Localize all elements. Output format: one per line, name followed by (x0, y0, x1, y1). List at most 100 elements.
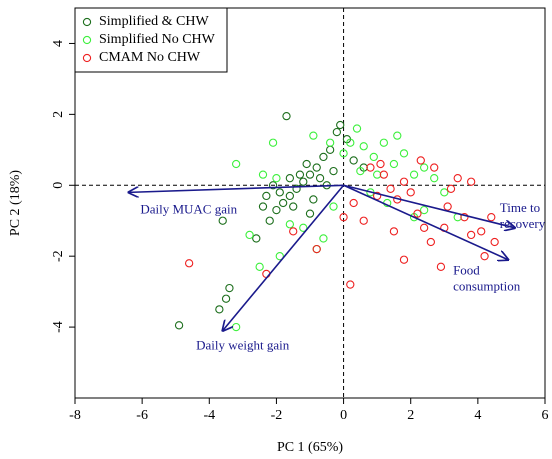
point (329, 202, 338, 211)
y-axis-title: PC 2 (18%) (8, 170, 23, 236)
point (349, 156, 358, 165)
point (292, 184, 301, 193)
arrow-label: consumption (453, 279, 521, 294)
x-tick-label: 4 (474, 408, 481, 423)
point (413, 209, 422, 218)
point (419, 205, 429, 215)
point (275, 252, 284, 261)
y-tick-label: 4 (51, 40, 66, 47)
loading-arrow (129, 184, 344, 192)
point (285, 191, 295, 201)
point (389, 159, 399, 169)
point (245, 230, 254, 240)
point (231, 159, 241, 169)
arrow-label: Daily weight gain (196, 338, 290, 353)
point (325, 138, 335, 147)
point (275, 188, 284, 197)
point (319, 152, 328, 162)
point (309, 131, 318, 140)
point (379, 138, 389, 147)
arrow-label: recovery (500, 216, 546, 231)
point (409, 170, 419, 179)
point (359, 216, 368, 225)
point (356, 166, 365, 176)
point (399, 177, 409, 186)
legend-label: Simplified No CHW (99, 32, 216, 47)
point (285, 174, 295, 183)
point (339, 149, 348, 158)
x-tick-label: -6 (136, 408, 148, 423)
loading-arrow (343, 184, 515, 228)
point (285, 220, 295, 229)
point (332, 127, 342, 137)
point (416, 156, 425, 165)
point (480, 252, 489, 261)
plot-frame (74, 7, 546, 399)
point (265, 216, 274, 225)
point (312, 163, 321, 172)
point (299, 223, 308, 232)
point (376, 159, 385, 169)
y-tick-label: 2 (51, 111, 66, 118)
point (430, 163, 439, 172)
point (399, 149, 409, 158)
point (379, 170, 389, 179)
point (352, 124, 362, 133)
point (430, 174, 439, 183)
legend-label: Simplified & CHW (99, 14, 209, 29)
point (419, 223, 429, 232)
x-tick-label: -4 (203, 408, 215, 423)
point (282, 111, 291, 121)
x-tick-label: 0 (340, 408, 347, 423)
loading-arrow (343, 184, 509, 259)
point (466, 177, 476, 186)
point (272, 174, 281, 183)
point (255, 262, 264, 271)
point (174, 321, 184, 330)
point (325, 145, 335, 154)
point (372, 170, 382, 179)
point (289, 227, 298, 236)
point (443, 202, 452, 211)
point (369, 152, 378, 162)
point (440, 188, 449, 197)
point (278, 198, 288, 208)
y-tick-label: -2 (51, 250, 66, 262)
point (225, 283, 234, 293)
x-tick-label: -8 (69, 408, 81, 423)
point (393, 131, 402, 140)
point (349, 198, 358, 208)
point (406, 188, 415, 197)
point (305, 170, 315, 179)
point (426, 237, 436, 247)
x-tick-label: -2 (271, 408, 283, 423)
point (262, 191, 271, 201)
point (339, 213, 348, 222)
point (218, 216, 227, 225)
point (329, 166, 338, 176)
arrow-label: Food (453, 263, 480, 278)
point (487, 213, 496, 222)
legend-box (74, 7, 228, 73)
point (268, 138, 278, 147)
x-tick-label: 6 (542, 408, 549, 423)
y-tick-label: 0 (51, 182, 66, 189)
point (295, 170, 305, 179)
point (419, 163, 429, 172)
point (446, 184, 456, 193)
point (312, 244, 321, 254)
arrow-label: Daily MUAC gain (140, 201, 237, 216)
point (460, 213, 469, 222)
point (359, 142, 368, 151)
point (302, 159, 311, 169)
point (346, 280, 355, 289)
point (305, 209, 315, 218)
loading-arrow (223, 184, 345, 330)
point (289, 202, 298, 211)
point (336, 120, 345, 130)
x-axis-title: PC 1 (65%) (277, 440, 343, 455)
point (319, 234, 328, 243)
point (252, 234, 261, 243)
legend-label: CMAM No CHW (99, 50, 201, 65)
